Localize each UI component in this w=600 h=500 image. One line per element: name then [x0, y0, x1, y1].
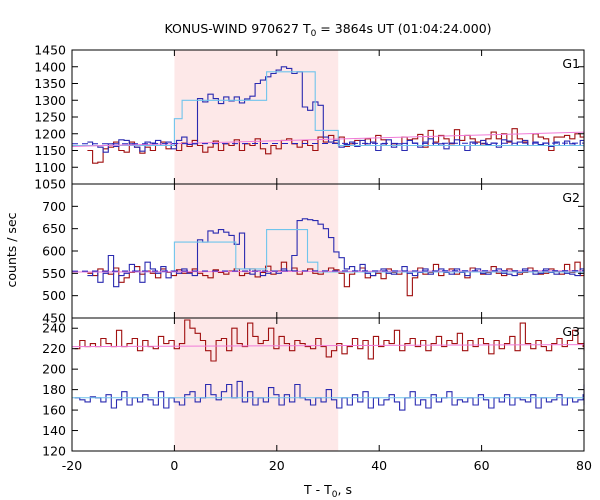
y-tick-label: 450: [42, 311, 66, 326]
y-tick-label: 140: [42, 423, 66, 438]
x-tick-label: 40: [371, 458, 387, 473]
y-tick-label: 200: [42, 362, 66, 377]
y-tick-label: 700: [42, 199, 66, 214]
y-tick-label: 240: [42, 321, 66, 336]
y-tick-label: 1450: [34, 43, 66, 58]
text-layer: KONUS-WIND 970627 T0 = 3864s UT (01:04:2…: [4, 21, 592, 500]
y-tick-label: 1300: [34, 93, 66, 108]
y-tick-label: 500: [42, 288, 66, 303]
highlight-band: [174, 50, 339, 451]
panel-label-g1: G1: [562, 56, 580, 71]
panel-label-g2: G2: [562, 190, 580, 205]
y-tick-label: 550: [42, 266, 66, 281]
panel-g1-series-blue: [87, 66, 585, 153]
xlabel-subscript: 0: [332, 490, 338, 500]
y-tick-label: 1250: [34, 110, 66, 125]
y-tick-label: 1150: [34, 143, 66, 158]
panel-g3-frame: [71, 317, 585, 452]
panel-label-g3: G3: [562, 324, 580, 339]
y-tick-label: 1050: [34, 177, 66, 192]
y-tick-label: 650: [42, 221, 66, 236]
y-tick-label: 1350: [34, 76, 66, 91]
y-tick-label: 600: [42, 244, 66, 259]
x-tick-label: -20: [62, 458, 82, 473]
panel-g2-series-light-blue: [72, 229, 584, 273]
panel-g1-series-dashed-blue: [71, 142, 585, 145]
title-subscript: 0: [311, 29, 317, 39]
panel-g3-series-pink: [71, 344, 585, 348]
series-layer: [71, 66, 585, 411]
panel-g3-series-blue: [74, 380, 585, 411]
x-tick-label: 60: [474, 458, 490, 473]
x-tick-label: 20: [269, 458, 285, 473]
y-tick-label: 120: [42, 444, 66, 459]
axes-layer: [71, 49, 585, 452]
highlight-layer: [174, 50, 339, 451]
y-tick-label: 180: [42, 382, 66, 397]
x-axis-label: T - T0, s: [303, 482, 352, 500]
xlabel-main: T - T: [303, 482, 332, 497]
xlabel-rest: , s: [338, 482, 352, 497]
panel-g1-series-light-blue: [72, 71, 584, 147]
y-tick-label: 1400: [34, 59, 66, 74]
title-main: KONUS-WIND 970627 T: [164, 21, 310, 36]
y-tick-label: 160: [42, 403, 66, 418]
y-tick-label: 220: [42, 341, 66, 356]
panel-g3-series-dark-red: [74, 319, 585, 362]
x-tick-label: 80: [576, 458, 592, 473]
y-tick-label: 1200: [34, 126, 66, 141]
x-tick-label: 0: [170, 458, 178, 473]
chart-title: KONUS-WIND 970627 T0 = 3864s UT (01:04:2…: [164, 21, 491, 39]
title-rest: = 3864s UT (01:04:24.000): [316, 21, 491, 36]
y-tick-label: 1100: [34, 160, 66, 175]
y-axis-label: counts / sec: [4, 212, 19, 287]
